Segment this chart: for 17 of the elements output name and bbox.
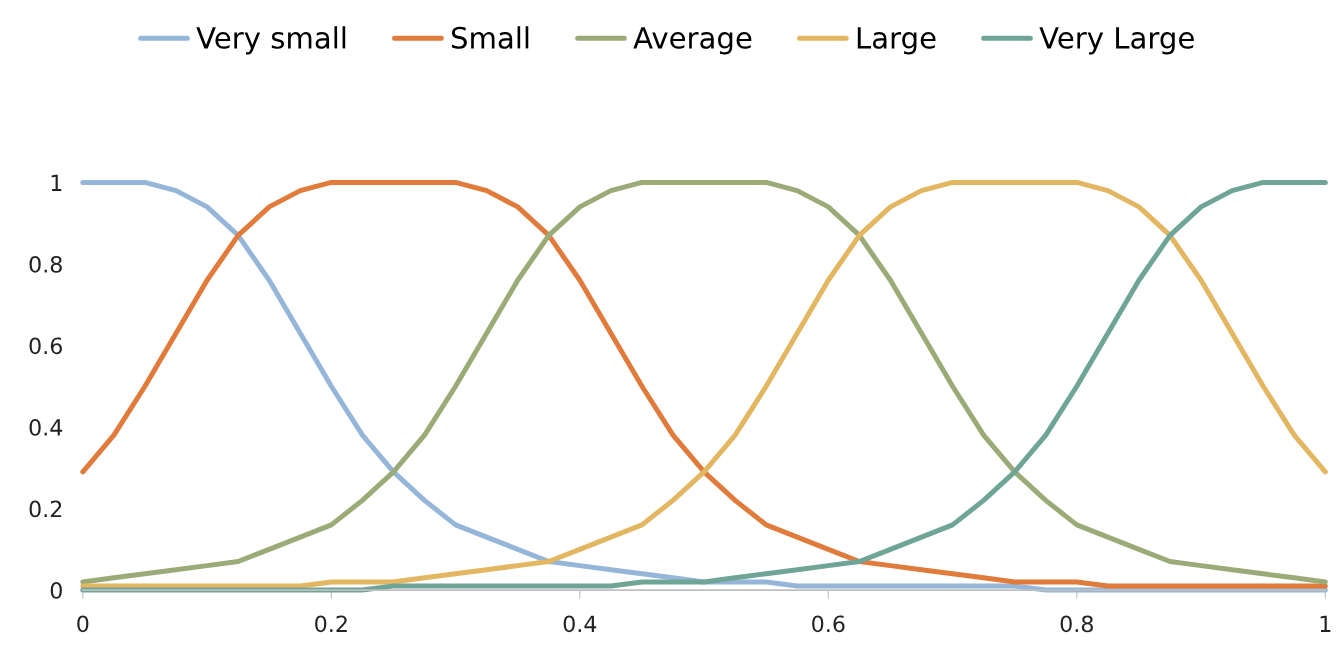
y-tick-label: 1 xyxy=(51,174,62,191)
legend-label: Large xyxy=(857,27,936,55)
x-tick-label: 1 xyxy=(1320,615,1331,632)
y-tick-label: 0.8 xyxy=(29,255,62,273)
x-tick-label: 0.6 xyxy=(812,615,845,633)
x-tick-label: 0.2 xyxy=(315,615,347,633)
y-tick-label: 0.4 xyxy=(29,418,63,436)
legend-label: Average xyxy=(633,27,752,55)
y-tick-label: 0.2 xyxy=(29,500,62,518)
x-tick-label: 0 xyxy=(77,615,89,633)
x-tick-label: 0.8 xyxy=(1060,615,1093,633)
y-tick-label: 0 xyxy=(50,582,62,599)
y-tick-label: 0.6 xyxy=(29,337,62,355)
legend-label: Small xyxy=(451,26,529,49)
x-tick-label: 0.4 xyxy=(563,615,597,633)
legend-label: Very Large xyxy=(1039,27,1194,55)
legend-label: Very small xyxy=(196,26,346,55)
